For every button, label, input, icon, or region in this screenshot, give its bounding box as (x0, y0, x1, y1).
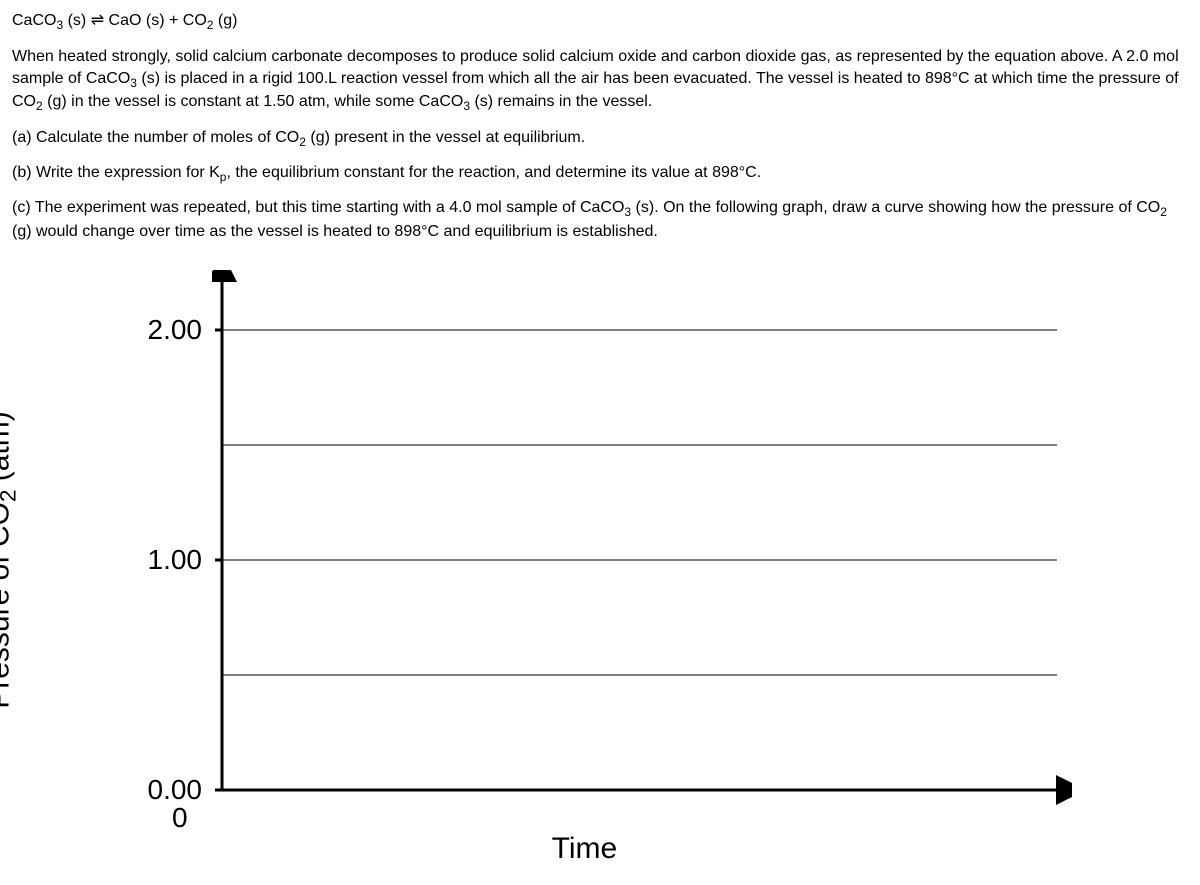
question-b: (b) Write the expression for Kp, the equ… (12, 162, 1188, 185)
chemical-equation: CaCO3 (s) ⇌ CaO (s) + CO2 (g) (12, 10, 1188, 32)
y-tick-2: 2.00 (148, 314, 203, 346)
x-axis-label: Time (552, 832, 618, 866)
question-a: (a) Calculate the number of moles of CO2… (12, 127, 1188, 150)
intro-paragraph: When heated strongly, solid calcium carb… (12, 46, 1188, 114)
question-c: (c) The experiment was repeated, but thi… (12, 197, 1188, 242)
chart-axes (212, 270, 1072, 810)
x-origin-label: 0 (172, 802, 188, 834)
y-axis-label: Pressure of CO2 (atm) (0, 411, 22, 709)
y-tick-1: 1.00 (148, 544, 203, 576)
pressure-time-chart: Pressure of CO2 (atm) 0.00 1.00 2.00 0 T… (12, 260, 1072, 860)
